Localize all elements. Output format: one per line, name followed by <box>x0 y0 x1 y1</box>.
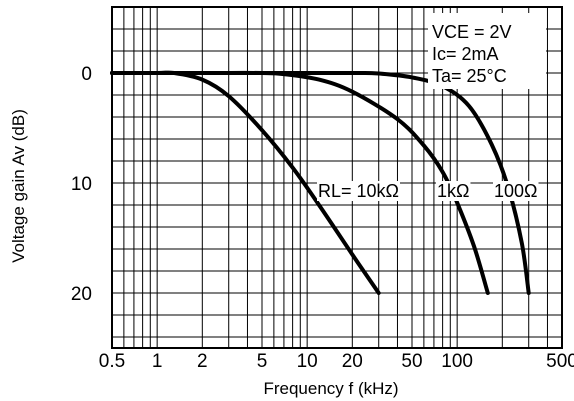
x-tick-label: 20 <box>342 351 363 372</box>
y-tick-labels: 0 10 20 <box>71 64 92 305</box>
series-label-1k: 1kΩ <box>437 181 469 201</box>
x-tick-label: 500 <box>546 351 574 372</box>
series-label-background <box>317 181 400 201</box>
x-tick-label: 2 <box>197 351 208 372</box>
x-tick-label: 50 <box>401 351 422 372</box>
series-label-background <box>436 181 471 201</box>
condition-ta: Ta= 25°C <box>432 66 507 86</box>
x-tick-label: 1 <box>152 351 163 372</box>
x-tick-label: 10 <box>297 351 318 372</box>
x-axis-title: Frequency f (kHz) <box>263 379 398 398</box>
conditions-box-bg <box>428 13 546 89</box>
condition-ic: Ic= 2mA <box>432 44 499 64</box>
series-label-rl-10k: RL= 10kΩ <box>318 181 399 201</box>
y-axis-title: Voltage gain Av (dB) <box>9 109 28 263</box>
series-label-background <box>493 181 539 201</box>
x-tick-labels: 0.5 1 2 5 10 20 50 100 500 <box>99 351 574 372</box>
plot-frame <box>111 6 563 349</box>
condition-vce: VCE = 2V <box>432 22 512 42</box>
x-tick-label: 100 <box>441 351 473 372</box>
y-tick-label: 20 <box>71 284 92 305</box>
y-tick-label: 10 <box>71 174 92 195</box>
series-label-100: 100Ω <box>494 181 538 201</box>
x-tick-label: 5 <box>257 351 268 372</box>
x-tick-label: 0.5 <box>99 351 125 372</box>
y-tick-label: 0 <box>81 64 92 85</box>
